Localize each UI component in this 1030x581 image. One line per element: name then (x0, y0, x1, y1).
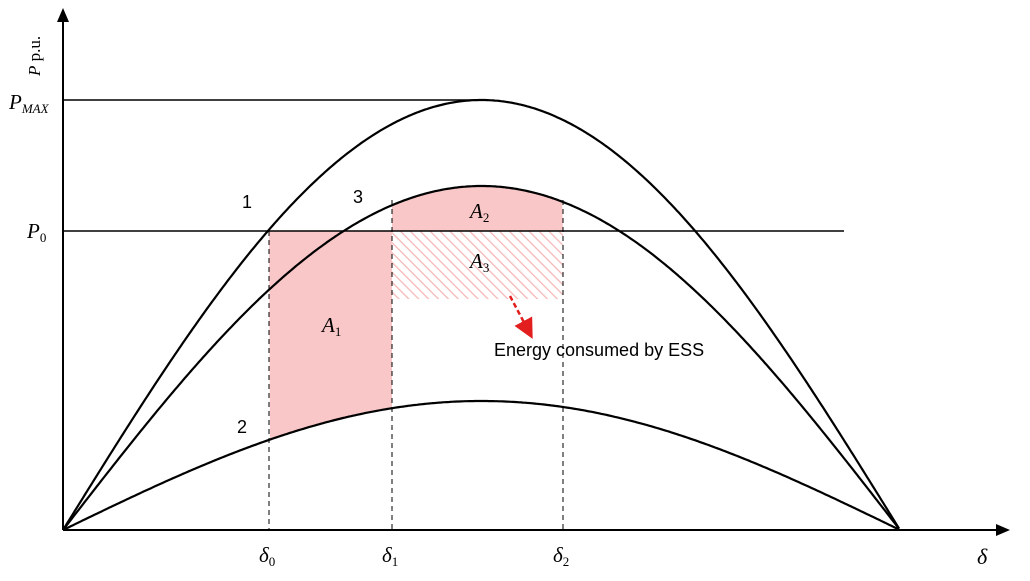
area-a2-fill (392, 186, 563, 231)
area-a3-label: A3 (468, 249, 489, 275)
curve-2-label: 2 (237, 417, 247, 437)
ess-annotation: Energy consumed by ESS (494, 340, 704, 360)
p0-label: P0 (26, 219, 46, 245)
curve-3 (62, 184, 900, 531)
ess-arrow (508, 295, 533, 339)
y-axis-arrow (57, 8, 69, 22)
curve-2 (62, 399, 900, 531)
area-a1-label: A1 (320, 313, 341, 339)
curve-1-label: 1 (242, 192, 252, 212)
pmax-label: PMAX (8, 90, 50, 116)
area-a3-hatch (392, 231, 563, 299)
delta0-label: δ0 (259, 543, 275, 569)
area-a1-fill (269, 231, 392, 440)
delta1-label: δ1 (382, 543, 398, 569)
area-a2-label: A2 (468, 199, 489, 225)
y-axis-label: P p.u. (25, 36, 44, 77)
curve-1 (62, 98, 900, 531)
x-axis-label: δ (977, 544, 988, 569)
curve-3-label: 3 (353, 187, 363, 207)
delta2-label: δ2 (553, 543, 569, 569)
x-axis-arrow (996, 524, 1010, 536)
